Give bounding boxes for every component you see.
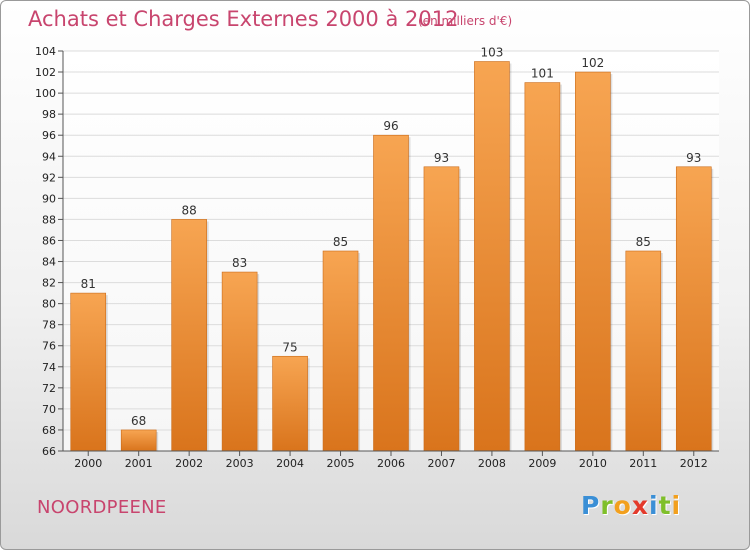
logo-letter: o	[613, 491, 632, 520]
x-tick-label: 2012	[680, 457, 708, 470]
x-tick-label: 2005	[327, 457, 355, 470]
logo-letter: P	[581, 491, 601, 520]
y-tick-label: 68	[42, 424, 56, 437]
bar-value-label: 81	[81, 277, 96, 291]
y-tick-label: 78	[42, 319, 56, 332]
bar-value-label: 103	[480, 46, 503, 60]
x-tick-label: 2003	[226, 457, 254, 470]
x-tick-label: 2000	[74, 457, 102, 470]
logo-letter: r	[600, 491, 614, 520]
bar	[221, 271, 258, 452]
x-axis: 2000 2001 2002 2003 2004 2005 2006 2007 2008 2009…	[63, 450, 719, 470]
x-tick-label: 2006	[377, 457, 405, 470]
x-tick-label: 2001	[125, 457, 153, 470]
bar-value-label: 85	[333, 235, 348, 249]
y-tick-label: 76	[42, 340, 56, 353]
commune-name: NOORDPEENE	[37, 497, 167, 518]
bar-value-label: 101	[531, 67, 554, 81]
x-tick-label: 2004	[276, 457, 304, 470]
y-tick-label: 94	[42, 150, 56, 163]
y-tick-label: 80	[42, 298, 56, 311]
y-tick-label: 102	[35, 66, 56, 79]
logo-letter: t	[658, 491, 672, 520]
bar	[524, 82, 561, 452]
logo-letter: i	[649, 491, 659, 520]
y-tick-label: 86	[42, 234, 56, 247]
y-tick-label: 98	[42, 108, 56, 121]
x-tick-label: 2002	[175, 457, 203, 470]
logo-letter: i	[671, 491, 682, 520]
x-tick-label: 2009	[528, 457, 556, 470]
bar	[322, 250, 359, 452]
bar	[575, 71, 611, 452]
x-tick-label: 2008	[478, 457, 506, 470]
x-tick-label: 2010	[579, 457, 607, 470]
y-tick-label: 72	[42, 382, 56, 395]
bar	[171, 219, 207, 452]
y-tick-label: 82	[42, 277, 56, 290]
bar-value-label: 93	[434, 151, 449, 165]
bar	[70, 292, 107, 452]
bar-value-label: 96	[383, 119, 398, 133]
y-tick-label: 74	[42, 361, 56, 374]
y-tick-label: 96	[42, 129, 56, 142]
y-tick-label: 92	[42, 171, 56, 184]
chart-title: Achats et Charges Externes 2000 à 2012	[28, 7, 459, 31]
x-tick-label: 2007	[427, 457, 455, 470]
y-tick-label: 88	[42, 213, 56, 226]
bar-value-label: 88	[182, 203, 197, 217]
bar	[373, 134, 409, 452]
bar-value-label: 102	[581, 56, 604, 70]
chart-subtitle: (en milliers d'€)	[418, 14, 513, 28]
bar	[625, 250, 662, 452]
bar-value-label: 68	[131, 414, 146, 428]
y-tick-label: 90	[42, 192, 56, 205]
y-axis: 66 68 70 72 74 76 78 80 82 84 86 88 90 92 94 96 98 100 102…	[35, 45, 64, 458]
logo-letter: x	[631, 491, 649, 520]
x-tick-label: 2011	[629, 457, 657, 470]
bar-value-label: 85	[636, 235, 651, 249]
bar	[474, 61, 510, 452]
y-tick-label: 100	[35, 87, 56, 100]
bar-value-label: 93	[686, 151, 701, 165]
bar	[120, 429, 157, 452]
bars: 81 68 88 83 75 85 96 93 103 101 102 85 93	[70, 46, 714, 452]
y-tick-label: 84	[42, 256, 56, 269]
bar	[272, 355, 308, 452]
bar	[423, 166, 460, 452]
bar	[675, 166, 712, 452]
y-tick-label: 70	[42, 403, 56, 416]
bar-value-label: 83	[232, 256, 247, 270]
proxiti-logo: Proxiti	[581, 491, 681, 520]
bar-value-label: 75	[282, 340, 297, 354]
y-tick-label: 104	[35, 45, 56, 58]
y-tick-label: 66	[42, 445, 56, 458]
